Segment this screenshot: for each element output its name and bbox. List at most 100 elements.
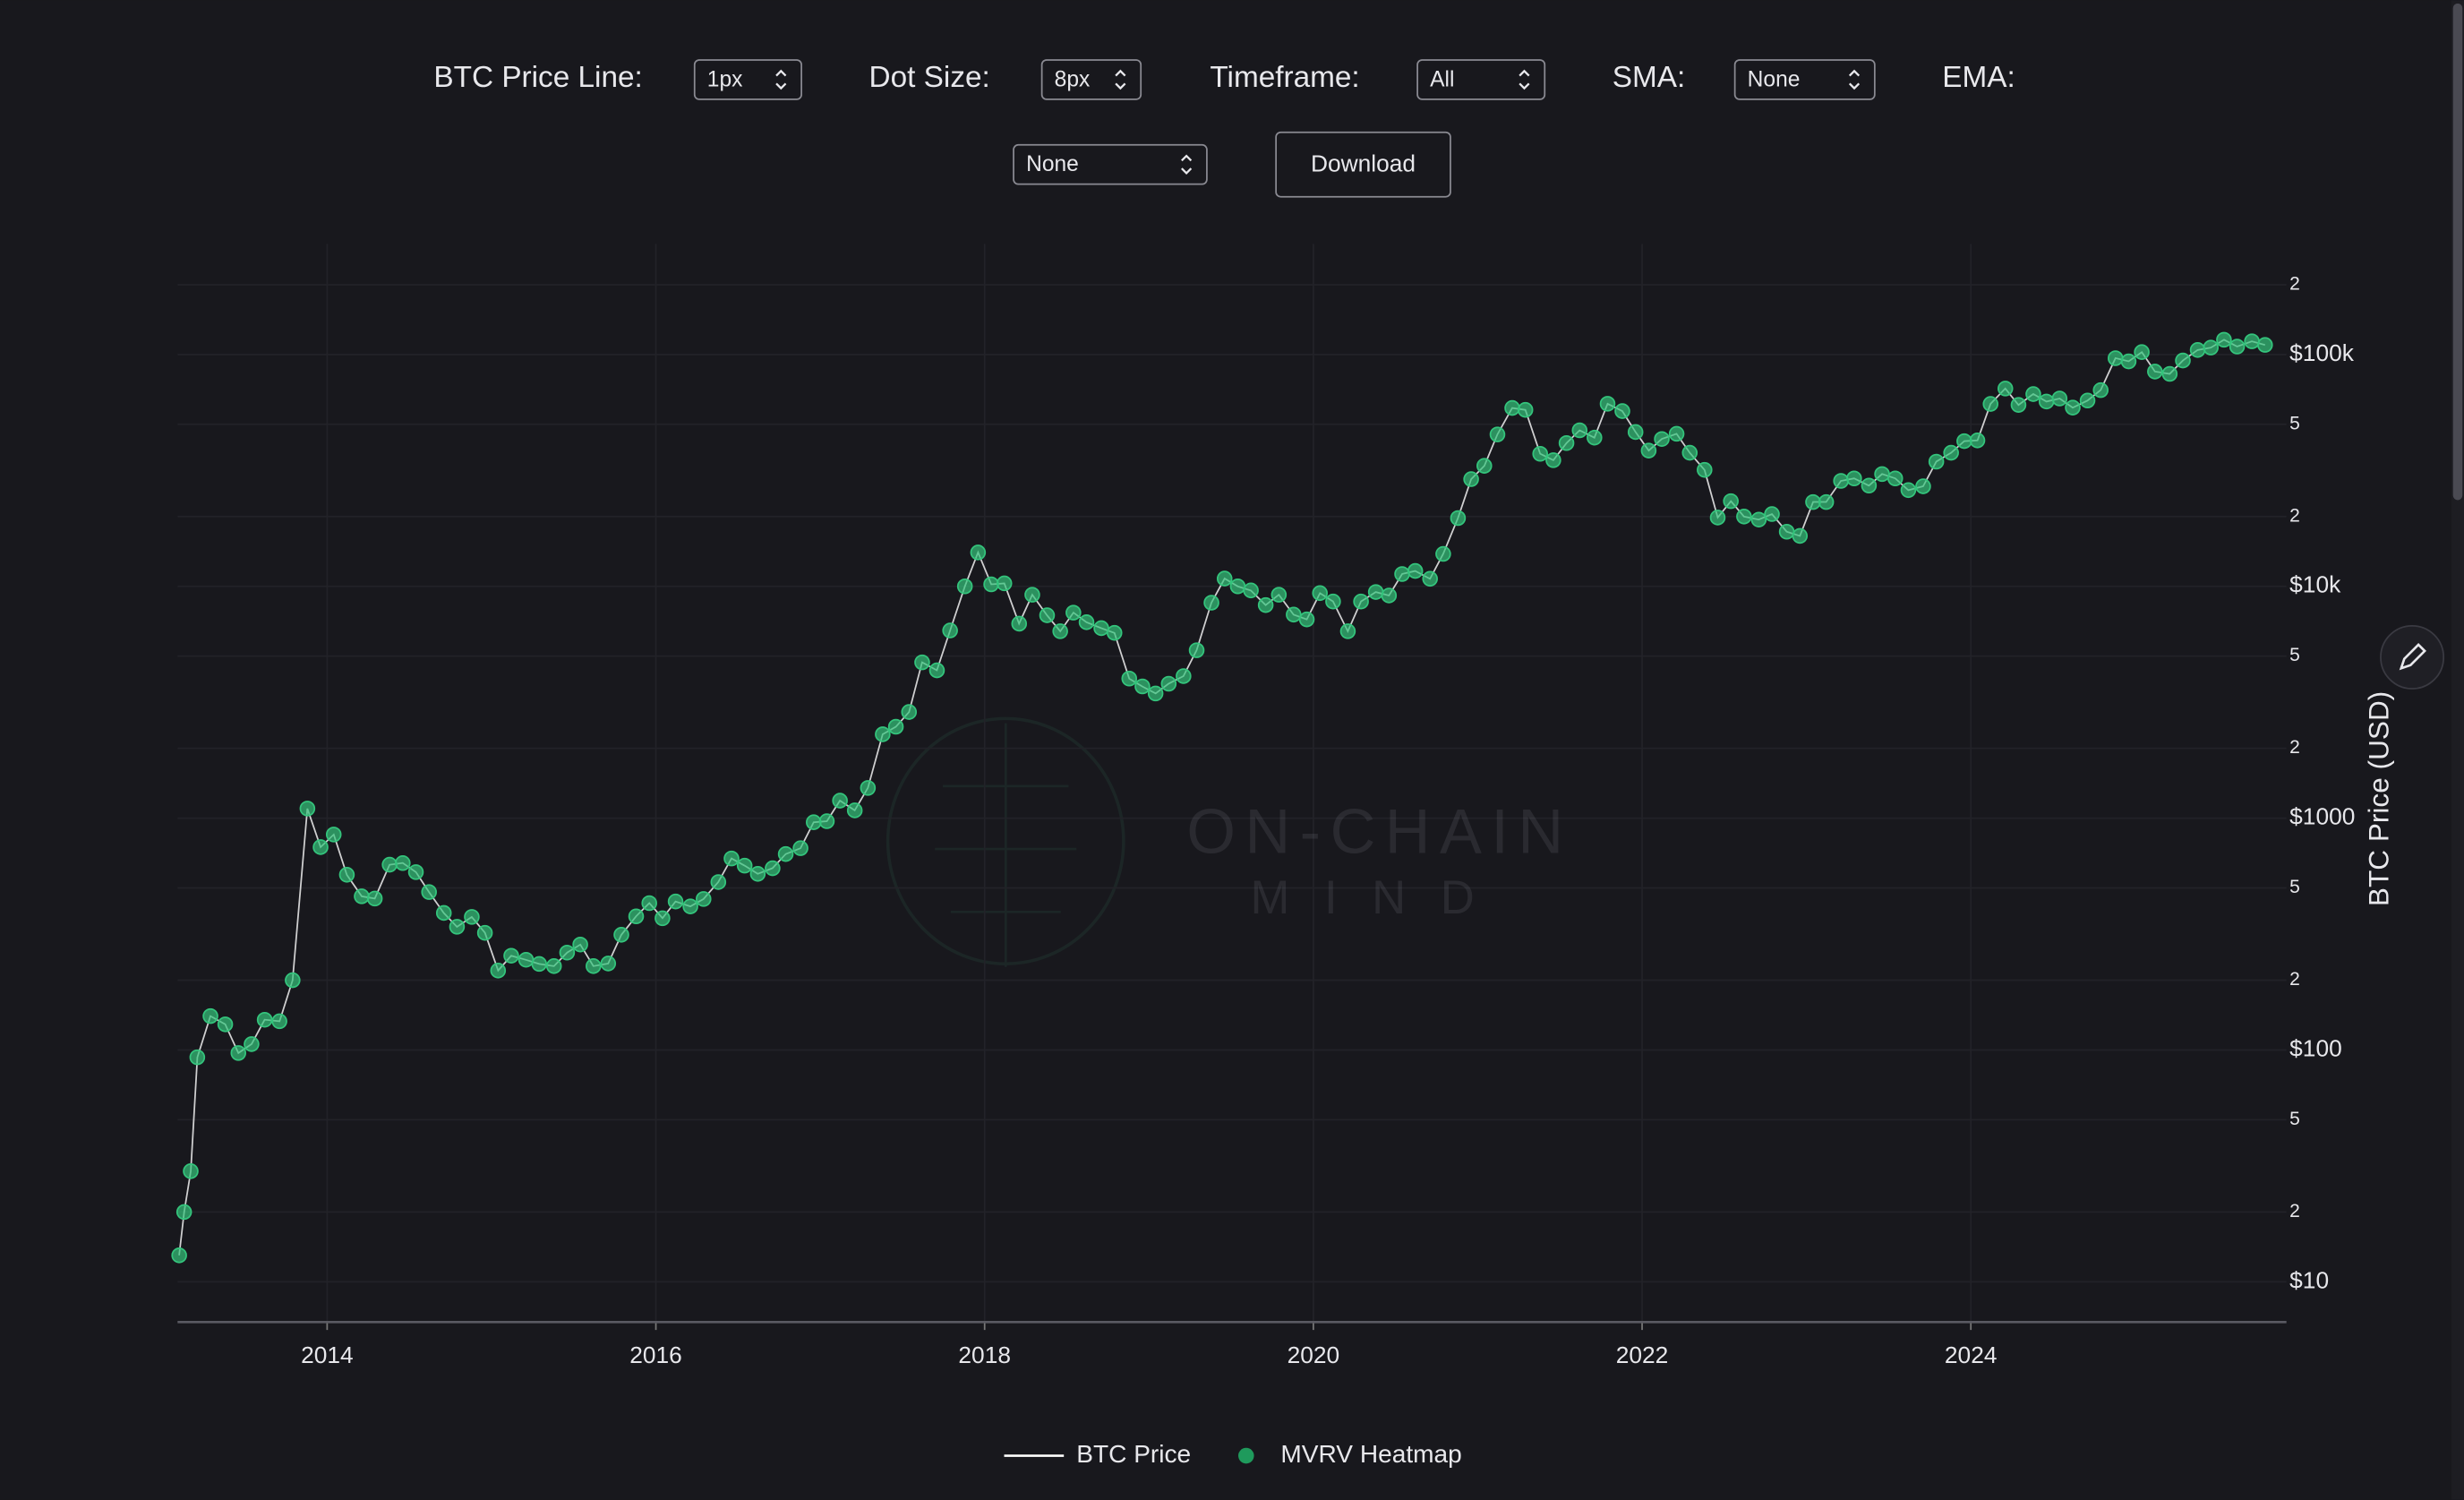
y-tick-label: 5 bbox=[2289, 877, 2300, 897]
mvrv-dot bbox=[613, 927, 629, 943]
mvrv-dot bbox=[832, 793, 848, 809]
mvrv-dot bbox=[901, 704, 918, 720]
mvrv-dot bbox=[1654, 431, 1670, 448]
mvrv-dot bbox=[1681, 444, 1698, 461]
mvrv-dot bbox=[1353, 593, 1369, 610]
select[interactable]: None bbox=[1733, 59, 1876, 100]
mvrv-dot bbox=[1764, 506, 1780, 522]
select-arrows[interactable] bbox=[1115, 69, 1126, 90]
mvrv-dot bbox=[654, 910, 671, 927]
x-tick-label: 2022 bbox=[1616, 1341, 1669, 1368]
select-box[interactable] bbox=[1733, 59, 1876, 100]
select-value[interactable]: All bbox=[1430, 67, 1454, 91]
button-box[interactable] bbox=[1275, 131, 1451, 198]
mvrv-dot bbox=[1476, 458, 1493, 474]
mvrv-dot bbox=[1121, 670, 1138, 687]
mvrv-dot bbox=[1422, 570, 1438, 587]
control-label: SMA: bbox=[1613, 61, 1685, 94]
mvrv-dot bbox=[490, 963, 507, 979]
y-tick-label: 2 bbox=[2289, 969, 2300, 990]
mvrv-dot bbox=[710, 874, 727, 890]
mvrv-dot bbox=[1886, 470, 1904, 487]
select-arrows[interactable] bbox=[1519, 69, 1530, 90]
mvrv-dot bbox=[1065, 604, 1082, 621]
select-arrows[interactable] bbox=[1181, 154, 1193, 175]
mvrv-dot bbox=[1160, 675, 1177, 692]
mvrv-dot bbox=[1709, 510, 1726, 526]
watermark-brain bbox=[886, 716, 1125, 965]
download-button[interactable]: Download bbox=[1275, 131, 1451, 198]
edit-button[interactable] bbox=[2380, 624, 2445, 690]
mvrv-dot bbox=[421, 884, 437, 900]
select[interactable]: All bbox=[1416, 59, 1546, 100]
mvrv-dot bbox=[338, 867, 355, 883]
mvrv-dot bbox=[777, 845, 794, 862]
y-tick-label: $10 bbox=[2289, 1266, 2329, 1293]
mvrv-dot bbox=[846, 802, 863, 819]
mvrv-dot bbox=[1463, 471, 1479, 487]
mvrv-dot bbox=[476, 924, 493, 941]
select-box[interactable] bbox=[1013, 143, 1208, 185]
control-label: EMA: bbox=[1942, 61, 2015, 94]
select[interactable]: None bbox=[1013, 143, 1208, 185]
edit-icon bbox=[2399, 643, 2426, 671]
mvrv-dot bbox=[171, 1247, 187, 1264]
legend-label: MVRV Heatmap bbox=[1280, 1440, 1461, 1468]
mvrv-dot bbox=[1093, 620, 1109, 637]
select-value[interactable]: 1px bbox=[707, 67, 743, 91]
x-tick-label: 2020 bbox=[1288, 1341, 1340, 1368]
select-value[interactable]: None bbox=[1748, 67, 1801, 91]
mvrv-dot bbox=[1381, 587, 1398, 604]
mvrv-dot bbox=[407, 864, 424, 880]
mvrv-dot bbox=[942, 622, 958, 639]
select-arrows[interactable] bbox=[1848, 69, 1861, 90]
mvrv-dot bbox=[435, 904, 452, 921]
mvrv-dot bbox=[366, 890, 383, 907]
mvrv-dot bbox=[2134, 344, 2150, 360]
mvrv-dot bbox=[628, 908, 645, 925]
mvrv-dot bbox=[1532, 445, 1548, 462]
mvrv-dot bbox=[354, 888, 370, 904]
mvrv-dot bbox=[2010, 397, 2027, 413]
mvrv-dot bbox=[1286, 606, 1302, 623]
select-box[interactable] bbox=[1416, 59, 1546, 100]
mvrv-dot bbox=[1915, 478, 1931, 494]
mvrv-dot bbox=[1956, 433, 1972, 450]
y-tick-label: 5 bbox=[2289, 1109, 2300, 1129]
scrollbar-thumb[interactable] bbox=[2452, 3, 2463, 501]
select-value[interactable]: None bbox=[1026, 152, 1079, 176]
mvrv-dot bbox=[928, 662, 945, 679]
mvrv-dot bbox=[217, 1016, 234, 1033]
mvrv-dot bbox=[1106, 624, 1123, 641]
select[interactable]: 8px bbox=[1040, 59, 1142, 100]
y-tick-label: 2 bbox=[2289, 274, 2300, 295]
mvrv-dot bbox=[256, 1011, 273, 1028]
x-tick-label: 2014 bbox=[301, 1341, 354, 1368]
mvrv-dot bbox=[2120, 353, 2137, 370]
select-arrows[interactable] bbox=[775, 69, 787, 90]
mvrv-dot bbox=[736, 857, 753, 874]
edit-button-circle[interactable] bbox=[2380, 624, 2445, 690]
button-label[interactable]: Download bbox=[1311, 150, 1416, 177]
mvrv-dot bbox=[325, 827, 342, 843]
select-box[interactable] bbox=[1040, 59, 1142, 100]
select[interactable]: 1px bbox=[693, 59, 802, 100]
mvrv-dot bbox=[1792, 527, 1809, 544]
mvrv-dot bbox=[1435, 545, 1451, 562]
mvrv-dot bbox=[1229, 578, 1246, 595]
select-box[interactable] bbox=[693, 59, 802, 100]
mvrv-dot bbox=[641, 895, 657, 912]
select-value[interactable]: 8px bbox=[1055, 67, 1091, 91]
watermark-logo bbox=[886, 716, 1125, 967]
mvrv-dot bbox=[531, 956, 547, 973]
mvrv-dot bbox=[1668, 425, 1685, 442]
mvrv-dot bbox=[2065, 399, 2081, 416]
mvrv-dot bbox=[244, 1036, 260, 1052]
mvrv-dot bbox=[2038, 393, 2055, 410]
y-tick-label: 5 bbox=[2289, 645, 2300, 665]
y-tick-label: $100k bbox=[2289, 339, 2355, 366]
mvrv-dot bbox=[464, 909, 480, 925]
mvrv-dot bbox=[202, 1007, 218, 1024]
control-label: BTC Price Line: bbox=[433, 61, 642, 94]
